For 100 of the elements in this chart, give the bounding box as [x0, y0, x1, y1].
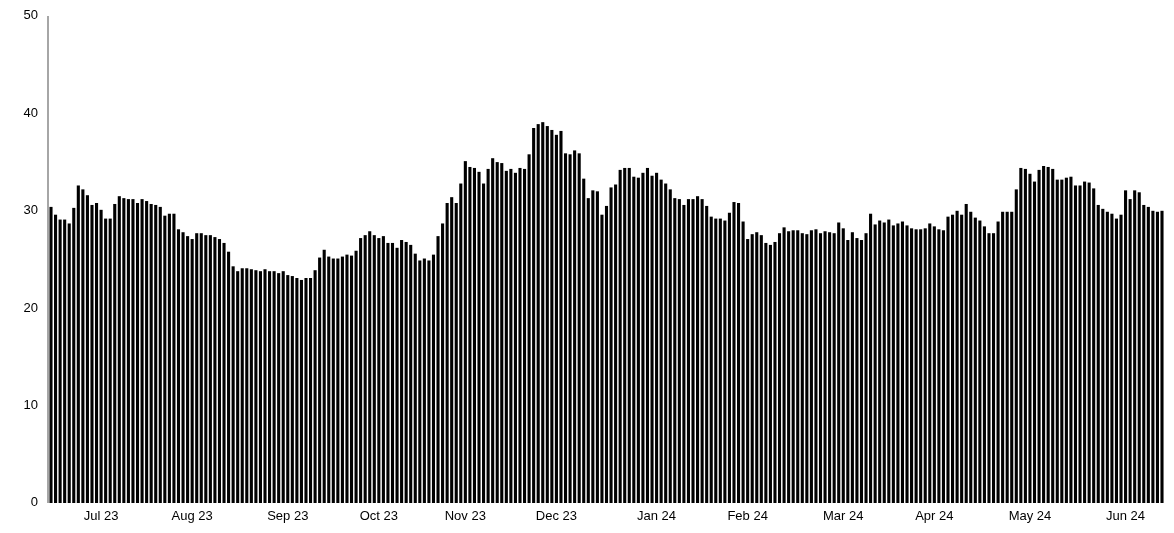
bar [359, 238, 363, 503]
bar [919, 229, 923, 503]
bar [677, 199, 681, 503]
bar [559, 130, 563, 503]
bar [878, 220, 882, 503]
x-tick-label: Apr 24 [915, 508, 954, 523]
bar [568, 154, 572, 503]
bar [368, 231, 372, 503]
bar [318, 257, 322, 503]
bar [167, 213, 171, 503]
bar [978, 220, 982, 503]
bar [755, 232, 759, 503]
bar [272, 271, 276, 503]
x-tick-label: Nov 23 [444, 508, 486, 523]
bar [290, 276, 294, 503]
bar [281, 271, 285, 503]
bar [791, 230, 795, 503]
bar [217, 239, 222, 503]
bar [263, 269, 267, 503]
bar [1064, 177, 1068, 503]
bar [363, 235, 367, 503]
bar [427, 260, 431, 503]
bar [891, 225, 895, 503]
bar [636, 177, 640, 503]
bar [1028, 173, 1032, 503]
bar [322, 249, 326, 503]
bar [76, 185, 80, 503]
bar [500, 163, 504, 503]
bar [277, 273, 281, 503]
y-tick-label: 20 [23, 299, 38, 315]
y-tick-label: 0 [30, 494, 38, 510]
bar [176, 229, 181, 503]
bar [964, 203, 968, 503]
bar [381, 236, 385, 503]
bar [94, 203, 99, 503]
bar [732, 202, 736, 503]
bar [1101, 208, 1105, 503]
bar [814, 229, 818, 503]
bar [204, 235, 208, 503]
bar [459, 183, 463, 503]
bar [787, 231, 791, 503]
bar [477, 171, 481, 503]
bar [627, 167, 631, 503]
x-tick-label: May 24 [1008, 508, 1052, 523]
bar [550, 129, 554, 503]
bar [122, 198, 126, 503]
bar [604, 205, 609, 503]
bar [1110, 213, 1114, 503]
bar [336, 258, 340, 503]
bar [645, 167, 650, 503]
bar [686, 199, 691, 503]
x-tick-label: Jul 23 [83, 508, 119, 523]
bar [172, 213, 176, 503]
bar [937, 229, 941, 503]
bar [823, 231, 827, 503]
bar [345, 254, 349, 503]
bar [149, 203, 153, 503]
x-tick-label: Oct 23 [359, 508, 398, 523]
bar [1055, 179, 1059, 503]
y-tick-label: 10 [23, 397, 38, 413]
bar [782, 227, 786, 503]
x-tick-label: Aug 23 [171, 508, 213, 523]
bar [900, 221, 905, 503]
bar [1137, 192, 1141, 503]
bar [181, 232, 185, 503]
bar [796, 230, 800, 503]
bar [777, 233, 782, 503]
bar [131, 199, 135, 503]
bar [1087, 182, 1091, 503]
bar [1151, 210, 1155, 503]
bar [805, 234, 809, 503]
bar [509, 168, 513, 503]
bar [72, 207, 76, 503]
bar [1096, 204, 1100, 503]
bar [1160, 210, 1164, 503]
bar [400, 240, 404, 503]
x-tick-label: Sep 23 [267, 508, 309, 523]
bar [63, 219, 67, 503]
bar [664, 183, 668, 503]
bar [1005, 211, 1009, 503]
bar [450, 197, 454, 503]
bar [495, 162, 499, 503]
bar [946, 216, 950, 503]
bar [973, 217, 977, 503]
bar [349, 255, 354, 503]
bar [914, 229, 918, 503]
bar [249, 269, 253, 503]
bar [614, 184, 618, 503]
bar [828, 232, 832, 503]
bar [818, 233, 823, 503]
bar [691, 199, 695, 503]
bar [841, 228, 845, 503]
bar [723, 220, 727, 503]
bar [1046, 166, 1050, 503]
bar [955, 210, 959, 503]
bar [541, 122, 545, 503]
bar [117, 196, 121, 503]
bar [377, 238, 381, 503]
bar [1010, 211, 1014, 503]
bar [668, 189, 672, 503]
